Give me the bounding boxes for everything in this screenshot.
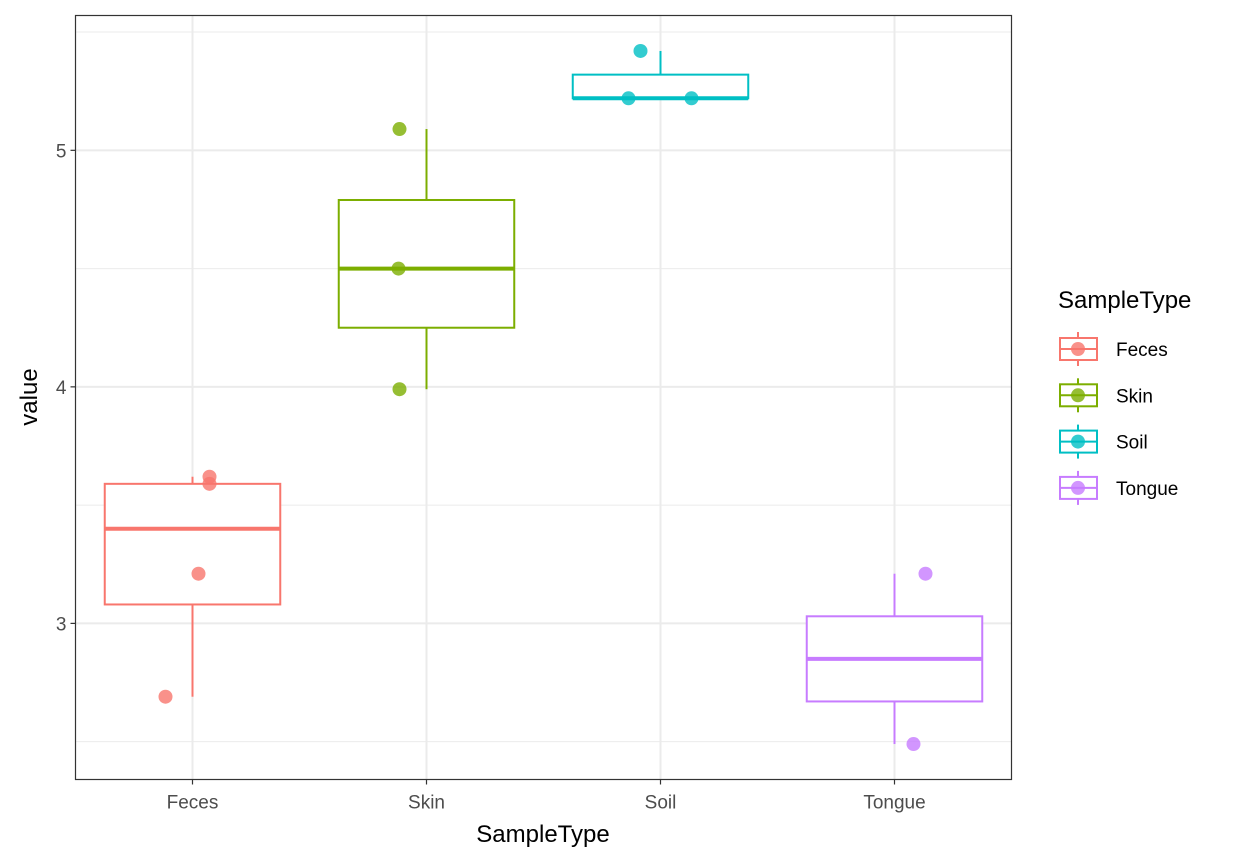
data-point (633, 43, 648, 58)
data-point (191, 566, 206, 581)
grid (75, 15, 1012, 780)
x-tick-label: Feces (167, 793, 219, 814)
legend-key-point (1071, 342, 1085, 356)
data-point (202, 476, 217, 491)
data-point (392, 382, 407, 397)
legend-title: SampleType (1058, 287, 1191, 314)
y-tick-label: 3 (56, 614, 67, 635)
x-tick-label: Tongue (863, 793, 925, 814)
x-tick-label: Soil (645, 793, 677, 814)
legend-item-soil: Soil (1059, 424, 1148, 459)
data-point (392, 122, 407, 137)
plot-marks (103, 43, 984, 752)
data-point (684, 91, 699, 106)
y-axis-title: value (16, 368, 43, 425)
box-feces (103, 482, 282, 606)
legend-key-point (1071, 480, 1085, 495)
legend-item-skin: Skin (1059, 378, 1153, 413)
legend: SampleType Feces Skin Soil Tongue (1058, 287, 1191, 505)
y-tick-label: 4 (56, 378, 67, 399)
axes: 3 4 5 Feces Skin Soil Tongue (56, 141, 926, 813)
box-skin (337, 198, 516, 329)
y-tick-label: 5 (56, 141, 67, 162)
data-point (621, 91, 636, 106)
legend-item-tongue: Tongue (1059, 470, 1178, 505)
legend-label: Feces (1116, 340, 1168, 361)
box-soil (571, 73, 750, 100)
data-point (918, 566, 933, 581)
x-axis-title: SampleType (476, 821, 609, 848)
legend-label: Tongue (1116, 479, 1178, 500)
legend-item-feces: Feces (1059, 332, 1168, 366)
legend-label: Skin (1116, 386, 1153, 407)
data-point (158, 689, 173, 704)
panel-border (74, 14, 1013, 781)
legend-key-point (1071, 388, 1085, 403)
data-point (391, 261, 406, 276)
x-tick-label: Skin (408, 793, 445, 814)
data-point (906, 737, 921, 752)
legend-label: Soil (1116, 433, 1148, 454)
legend-key-point (1071, 434, 1085, 449)
